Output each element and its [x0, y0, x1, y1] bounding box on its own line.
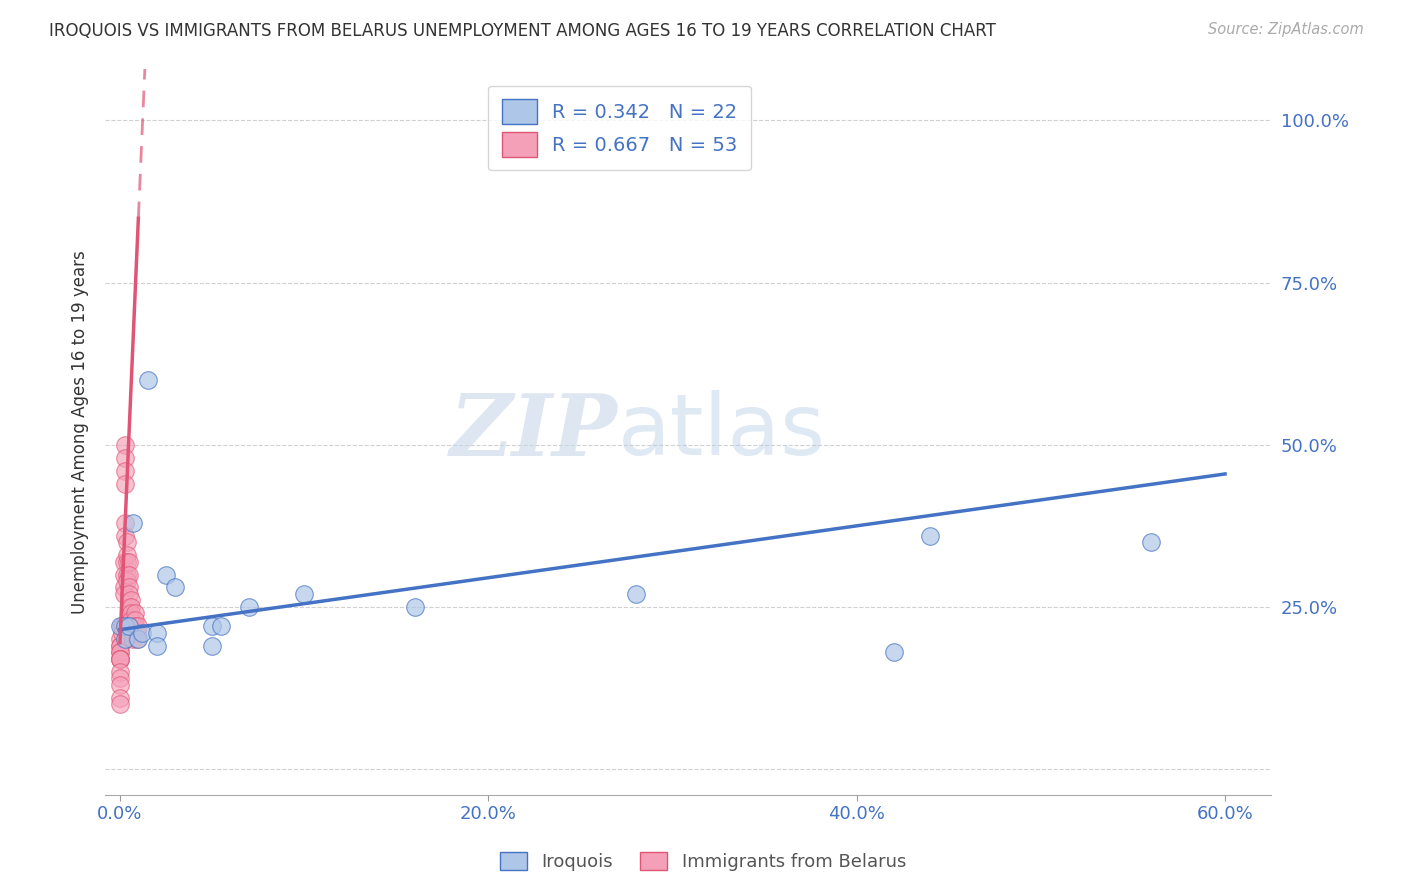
Point	[114, 619, 136, 633]
Point	[111, 626, 134, 640]
Point	[883, 645, 905, 659]
Point	[108, 639, 131, 653]
Point	[404, 599, 426, 614]
Legend: R = 0.342   N = 22, R = 0.667   N = 53: R = 0.342 N = 22, R = 0.667 N = 53	[488, 86, 751, 170]
Point	[118, 581, 141, 595]
Point	[124, 607, 146, 621]
Point	[108, 698, 131, 712]
Point	[111, 619, 134, 633]
Point	[111, 619, 134, 633]
Point	[117, 555, 139, 569]
Point	[117, 535, 139, 549]
Point	[624, 587, 647, 601]
Point	[120, 613, 142, 627]
Point	[124, 619, 146, 633]
Point	[118, 607, 141, 621]
Point	[136, 373, 159, 387]
Point	[201, 619, 224, 633]
Point	[121, 632, 143, 647]
Point	[124, 613, 146, 627]
Point	[117, 574, 139, 588]
Point	[127, 619, 149, 633]
Point	[117, 548, 139, 562]
Point	[292, 587, 315, 601]
Point	[108, 652, 131, 666]
Point	[238, 599, 260, 614]
Text: Source: ZipAtlas.com: Source: ZipAtlas.com	[1208, 22, 1364, 37]
Point	[112, 567, 135, 582]
Text: IROQUOIS VS IMMIGRANTS FROM BELARUS UNEMPLOYMENT AMONG AGES 16 TO 19 YEARS CORRE: IROQUOIS VS IMMIGRANTS FROM BELARUS UNEM…	[49, 22, 995, 40]
Point	[121, 619, 143, 633]
Point	[114, 516, 136, 530]
Point	[118, 555, 141, 569]
Point	[114, 632, 136, 647]
Point	[108, 645, 131, 659]
Point	[108, 645, 131, 659]
Point	[120, 607, 142, 621]
Legend: Iroquois, Immigrants from Belarus: Iroquois, Immigrants from Belarus	[492, 845, 914, 879]
Point	[118, 599, 141, 614]
Point	[201, 639, 224, 653]
Point	[121, 626, 143, 640]
Point	[121, 516, 143, 530]
Point	[114, 464, 136, 478]
Point	[114, 450, 136, 465]
Point	[125, 626, 148, 640]
Point	[146, 639, 169, 653]
Text: atlas: atlas	[619, 391, 827, 474]
Point	[117, 567, 139, 582]
Point	[125, 632, 148, 647]
Point	[165, 581, 187, 595]
Point	[108, 671, 131, 685]
Point	[127, 632, 149, 647]
Point	[108, 619, 131, 633]
Point	[209, 619, 232, 633]
Point	[114, 476, 136, 491]
Point	[114, 528, 136, 542]
Y-axis label: Unemployment Among Ages 16 to 19 years: Unemployment Among Ages 16 to 19 years	[72, 250, 89, 614]
Point	[121, 619, 143, 633]
Point	[114, 438, 136, 452]
Point	[108, 652, 131, 666]
Point	[108, 665, 131, 679]
Point	[108, 652, 131, 666]
Point	[118, 587, 141, 601]
Point	[120, 593, 142, 607]
Point	[920, 528, 942, 542]
Text: ZIP: ZIP	[450, 390, 619, 474]
Point	[112, 581, 135, 595]
Point	[112, 555, 135, 569]
Point	[131, 626, 153, 640]
Point	[146, 626, 169, 640]
Point	[112, 587, 135, 601]
Point	[108, 652, 131, 666]
Point	[108, 690, 131, 705]
Point	[118, 619, 141, 633]
Point	[1140, 535, 1163, 549]
Point	[120, 599, 142, 614]
Point	[108, 678, 131, 692]
Point	[108, 632, 131, 647]
Point	[108, 639, 131, 653]
Point	[118, 567, 141, 582]
Point	[155, 567, 177, 582]
